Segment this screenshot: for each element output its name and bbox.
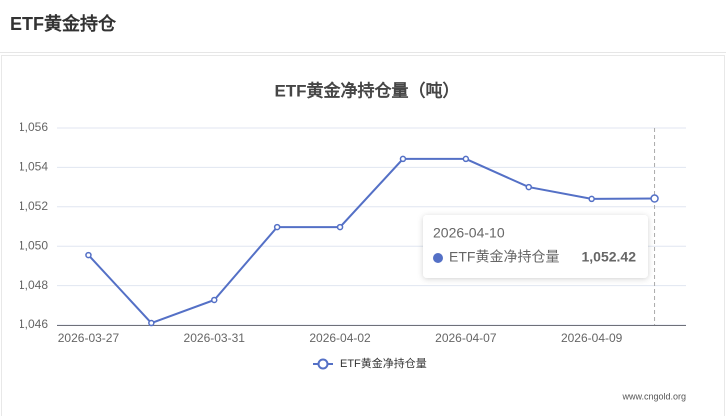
- data-point: [273, 223, 281, 231]
- y-axis-labels: 1,046 1,048 1,050 1,052 1,054 1,056: [18, 120, 48, 331]
- x-tick-label: 2026-03-31: [184, 331, 246, 345]
- tooltip-title: 2026-04-10: [433, 225, 505, 241]
- x-tick-label: 2026-04-07: [435, 331, 497, 345]
- x-tick-label: 2026-03-27: [58, 331, 120, 345]
- y-tick-label: 1,046: [18, 317, 48, 331]
- data-point: [588, 195, 595, 203]
- y-tick-label: 1,048: [18, 278, 48, 292]
- header-bar: [0, 0, 726, 52]
- data-point: [211, 296, 218, 304]
- tooltip-series-name: ETF黄金净持仓量: [449, 249, 559, 265]
- tooltip-marker: [433, 253, 443, 263]
- tooltip: [423, 215, 648, 278]
- legend-marker: [317, 358, 329, 370]
- y-tick-label: 1,050: [18, 238, 48, 252]
- data-point: [399, 155, 407, 163]
- source: www.cngold.org: [621, 391, 686, 401]
- plot: 2026-03-27 2026-03-31 2026-04-02 2026-04-07…: [57, 127, 686, 370]
- tooltip-value: 1,052.42: [582, 249, 637, 265]
- data-point: [650, 194, 659, 203]
- y-tick-label: 1,054: [18, 160, 48, 174]
- legend-label: ETF黄金净持仓量: [340, 356, 427, 370]
- chart-title: ETF黄金净持仓量（吨）: [274, 80, 459, 100]
- y-tick-label: 1,052: [18, 199, 48, 213]
- data-point: [85, 251, 92, 259]
- data-point: [525, 183, 532, 191]
- header-title: ETF黄金持仓: [10, 13, 117, 34]
- data-point: [336, 223, 344, 231]
- y-tick-label: 1,056: [18, 120, 48, 134]
- series-line: [87, 157, 655, 325]
- data-point: [148, 319, 155, 327]
- data-point: [462, 155, 470, 163]
- x-tick-label: 2026-04-02: [309, 331, 371, 345]
- x-tick-label: 2026-04-09: [561, 331, 623, 345]
